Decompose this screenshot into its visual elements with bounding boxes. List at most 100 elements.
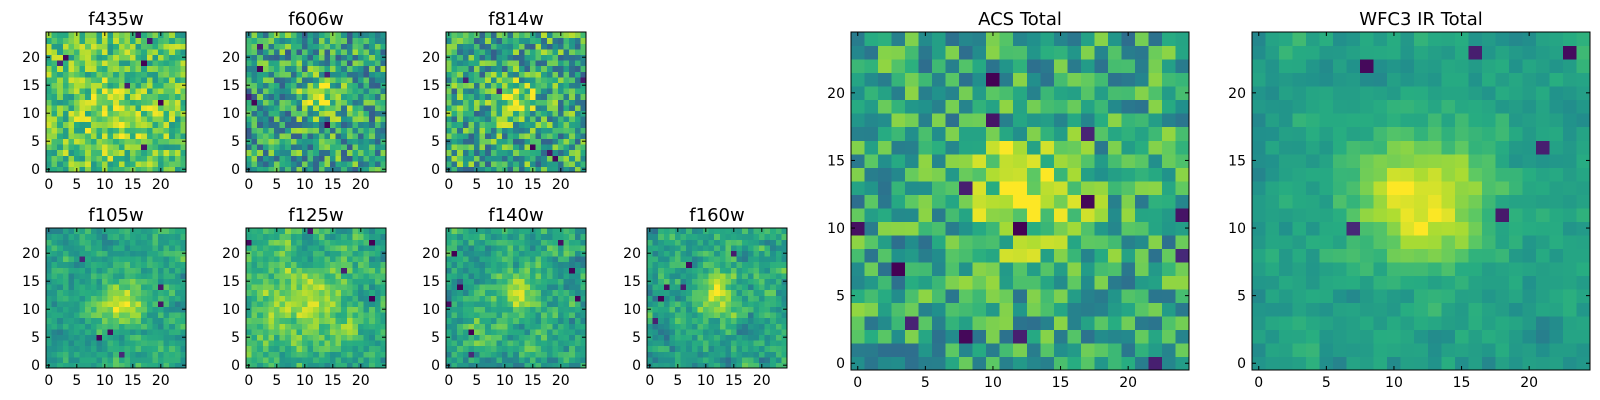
heatmap-cell bbox=[79, 300, 86, 307]
heatmap-cell bbox=[369, 334, 376, 341]
heatmap-cell bbox=[552, 323, 559, 330]
heatmap-cell bbox=[158, 295, 165, 302]
heatmap-cell bbox=[451, 127, 458, 134]
heatmap-cell bbox=[352, 149, 359, 156]
heatmap-cell bbox=[318, 233, 325, 240]
heatmap-cell bbox=[972, 342, 987, 358]
heatmap-cell bbox=[352, 328, 359, 335]
heatmap-cell bbox=[146, 144, 153, 151]
heatmap-cell bbox=[524, 99, 531, 106]
heatmap-cell bbox=[675, 306, 682, 313]
heatmap-cell bbox=[296, 233, 303, 240]
heatmap-cell bbox=[124, 272, 131, 279]
heatmap-cell bbox=[57, 144, 64, 151]
heatmap-cell bbox=[457, 250, 464, 257]
heatmap-cell bbox=[864, 261, 879, 276]
heatmap-cell bbox=[124, 76, 131, 83]
heatmap-cell bbox=[552, 121, 559, 128]
heatmap-cell bbox=[747, 233, 754, 240]
heatmap-cell bbox=[163, 93, 170, 100]
heatmap-cell bbox=[51, 233, 58, 240]
heatmap-cell bbox=[552, 244, 559, 251]
heatmap-cell bbox=[307, 54, 314, 61]
heatmap-cell bbox=[1040, 167, 1055, 182]
heatmap-cell bbox=[474, 160, 481, 167]
heatmap-cell bbox=[163, 76, 170, 83]
heatmap-cell bbox=[474, 312, 481, 319]
heatmap-cell bbox=[62, 356, 69, 363]
heatmap-cell bbox=[496, 93, 503, 100]
heatmap-cell bbox=[479, 37, 486, 44]
heatmap-cell bbox=[358, 284, 365, 291]
heatmap-cell bbox=[163, 43, 170, 50]
heatmap-cell bbox=[986, 288, 1001, 303]
heatmap-cell bbox=[79, 166, 86, 173]
heatmap-cell bbox=[285, 43, 292, 50]
heatmap-cell bbox=[669, 289, 676, 296]
heatmap-cell bbox=[96, 351, 103, 358]
heatmap-cell bbox=[457, 340, 464, 347]
heatmap-cell bbox=[747, 244, 754, 251]
heatmap-cell bbox=[369, 88, 376, 95]
heatmap-cell bbox=[152, 155, 159, 162]
heatmap-cell bbox=[285, 48, 292, 55]
heatmap-cell bbox=[986, 342, 1001, 358]
heatmap-cell bbox=[680, 256, 687, 263]
x-tick-label: 5 bbox=[673, 373, 682, 389]
heatmap-cell bbox=[118, 351, 125, 358]
heatmap-cell bbox=[490, 340, 497, 347]
heatmap-cell bbox=[468, 166, 475, 173]
heatmap-cell bbox=[79, 328, 86, 335]
heatmap-cell bbox=[107, 132, 114, 139]
heatmap-cell bbox=[468, 138, 475, 145]
heatmap-cell bbox=[324, 132, 331, 139]
heatmap-cell bbox=[524, 32, 531, 39]
heatmap-cell bbox=[479, 300, 486, 307]
heatmap-cell bbox=[502, 244, 509, 251]
heatmap-cell bbox=[1067, 302, 1082, 317]
heatmap-cell bbox=[918, 329, 933, 344]
heatmap-cell bbox=[959, 342, 974, 358]
heatmap-cell bbox=[262, 110, 269, 117]
heatmap-cell bbox=[663, 289, 670, 296]
heatmap-cell bbox=[268, 340, 275, 347]
heatmap-cell bbox=[335, 93, 342, 100]
heatmap-cell bbox=[158, 121, 165, 128]
heatmap-cell bbox=[513, 244, 520, 251]
heatmap-cell bbox=[180, 289, 187, 296]
heatmap-cell bbox=[374, 121, 381, 128]
heatmap-cell bbox=[262, 144, 269, 151]
heatmap-cell bbox=[725, 267, 732, 274]
heatmap-cell bbox=[530, 328, 537, 335]
heatmap-cell bbox=[770, 340, 777, 347]
heatmap-cell bbox=[152, 43, 159, 50]
heatmap-cell bbox=[524, 149, 531, 156]
heatmap-cell bbox=[708, 250, 715, 257]
heatmap-cell bbox=[51, 43, 58, 50]
heatmap-cell bbox=[307, 312, 314, 319]
heatmap-cell bbox=[352, 289, 359, 296]
heatmap-cell bbox=[268, 71, 275, 78]
heatmap-cell bbox=[135, 239, 142, 246]
heatmap-cell bbox=[68, 93, 75, 100]
heatmap-cell bbox=[102, 110, 109, 117]
heatmap-cell bbox=[530, 233, 537, 240]
heatmap-cell bbox=[451, 306, 458, 313]
heatmap-cell bbox=[324, 306, 331, 313]
heatmap-cell bbox=[563, 48, 570, 55]
heatmap-cell bbox=[502, 334, 509, 341]
heatmap-cell bbox=[313, 166, 320, 173]
x-tick-label: 0 bbox=[244, 373, 253, 389]
heatmap-cell bbox=[518, 228, 525, 235]
heatmap-cell bbox=[781, 323, 788, 330]
heatmap-cell bbox=[546, 295, 553, 302]
heatmap-cell bbox=[663, 272, 670, 279]
heatmap-cell bbox=[468, 351, 475, 358]
heatmap-cell bbox=[546, 71, 553, 78]
heatmap-cell bbox=[462, 289, 469, 296]
heatmap-cell bbox=[535, 71, 542, 78]
heatmap-cell bbox=[74, 54, 81, 61]
heatmap-cell bbox=[691, 306, 698, 313]
heatmap-cell bbox=[318, 121, 325, 128]
heatmap-cell bbox=[313, 345, 320, 352]
